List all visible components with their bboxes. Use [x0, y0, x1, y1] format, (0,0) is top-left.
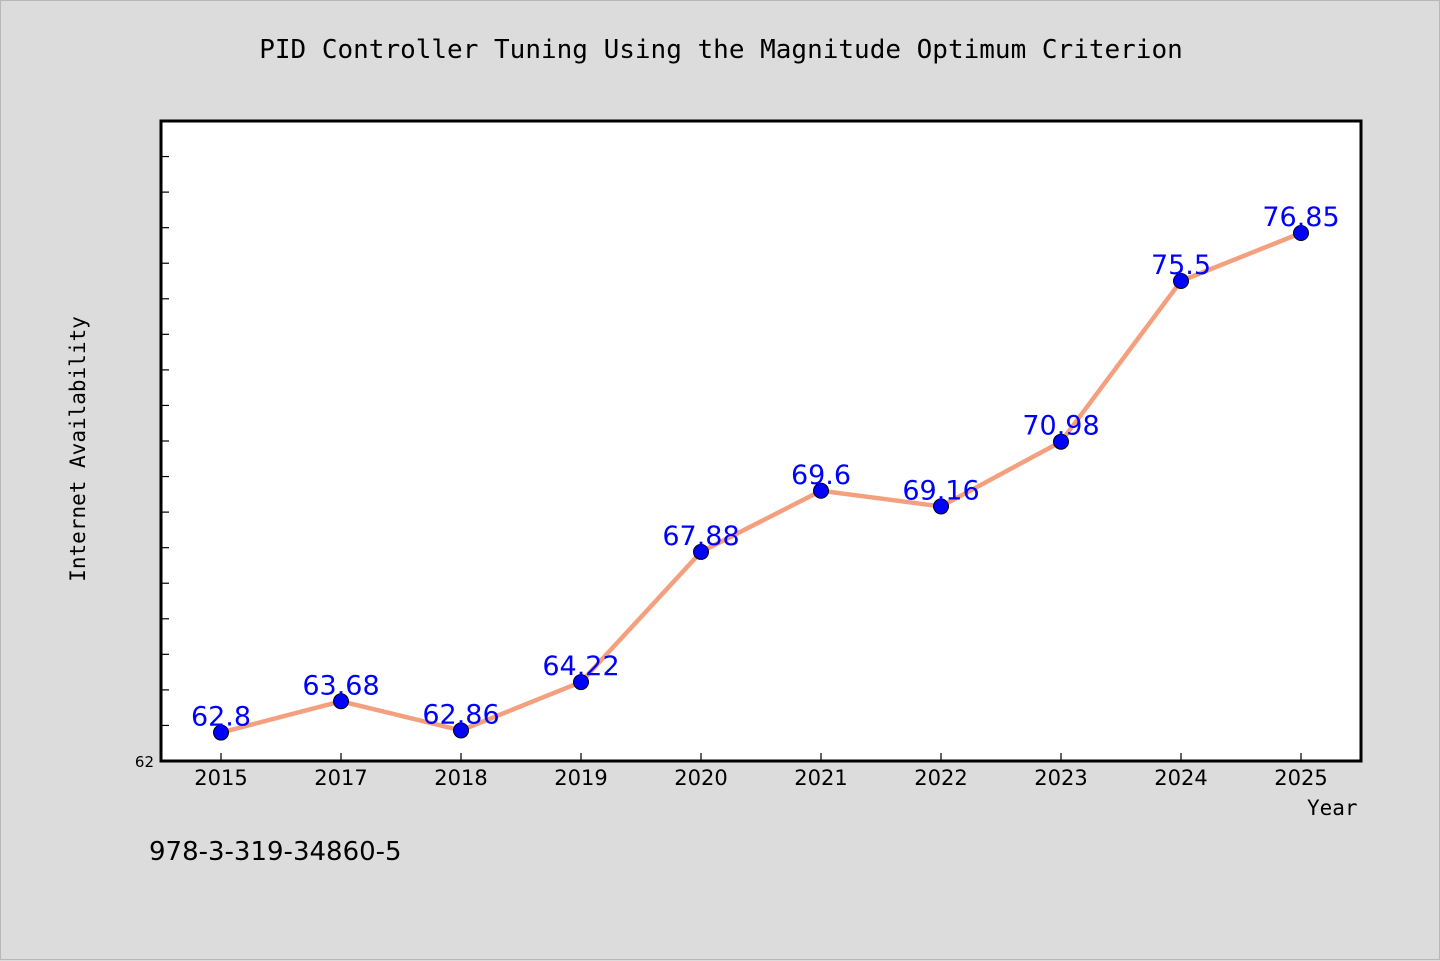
data-point [453, 722, 469, 739]
data-point [573, 674, 589, 691]
x-tick-label: 2015 [194, 766, 247, 790]
data-label: 62.8 [191, 702, 251, 733]
data-label: 69.6 [791, 460, 851, 491]
x-tick-label: 2019 [554, 766, 607, 790]
data-label: 67.88 [662, 521, 739, 552]
footnote-isbn: 978-3-319-34860-5 [149, 837, 402, 867]
data-label: 75.5 [1151, 250, 1211, 281]
data-label: 62.86 [422, 699, 499, 730]
x-tick-label: 2025 [1274, 766, 1327, 790]
series-line [218, 230, 1304, 735]
data-label: 70.98 [1022, 411, 1099, 442]
data-point [333, 693, 349, 710]
data-point [933, 498, 949, 515]
x-tick-label: 2024 [1154, 766, 1207, 790]
x-tick-label: 2018 [434, 766, 487, 790]
x-tick-label: 2023 [1034, 766, 1087, 790]
x-tick-label: 2022 [914, 766, 967, 790]
data-point [1173, 273, 1189, 289]
x-tick-label: 2017 [314, 766, 367, 790]
data-point [1293, 225, 1309, 241]
data-point [693, 543, 709, 560]
y-axis-label: Internet Availability [66, 316, 90, 582]
chart-title: PID Controller Tuning Using the Magnitud… [259, 35, 1183, 65]
x-axis-label: Year [1307, 796, 1358, 820]
data-label: 64.22 [542, 651, 619, 682]
data-label: 69.16 [902, 475, 979, 506]
y-tick-label: 62 [135, 753, 154, 771]
data-point [813, 482, 829, 499]
plot-frame [159, 119, 1363, 763]
data-label: 63.68 [302, 670, 379, 701]
x-tick-label: 2021 [794, 766, 847, 790]
data-label: 76.85 [1262, 202, 1339, 233]
data-point [213, 724, 229, 741]
data-point [1053, 433, 1069, 450]
x-tick-label: 2020 [674, 766, 727, 790]
